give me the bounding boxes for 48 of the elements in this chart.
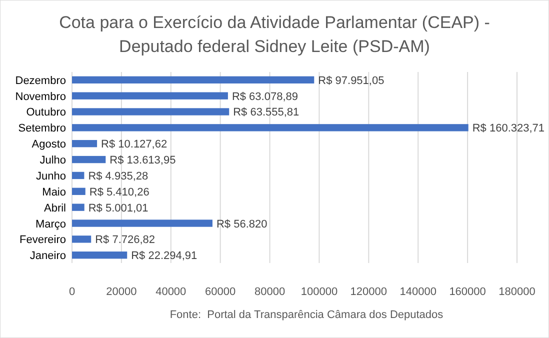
y-tick-label: Junho	[36, 170, 66, 182]
data-label: R$ 97.951,05	[318, 74, 384, 87]
x-tick-label: 140000	[400, 286, 436, 298]
y-tick-label: Setembro	[18, 122, 66, 135]
bar	[72, 124, 468, 132]
data-label: R$ 63.555,81	[233, 106, 300, 119]
bar	[72, 188, 86, 195]
y-tick-label: Outubro	[26, 106, 66, 119]
bar	[72, 108, 230, 116]
data-label: R$ 56.820	[216, 218, 268, 230]
bar	[72, 92, 228, 100]
bar	[72, 252, 128, 259]
data-label: R$ 63.078,89	[232, 90, 298, 103]
y-tick-label: Julho	[40, 154, 66, 167]
y-tick-label: Abril	[44, 202, 66, 214]
data-label: R$ 160.323,71	[472, 122, 545, 135]
x-tick-label: 180000	[498, 286, 536, 298]
source-note: Fonte: Portal da Transparência Câmara dos Deputados	[170, 309, 444, 321]
data-label: R$ 4.935,28	[88, 170, 148, 182]
y-tick-label: Março	[35, 218, 66, 230]
bar	[72, 236, 92, 243]
y-tick-label: Janeiro	[30, 250, 66, 262]
data-label: R$ 13.613,95	[110, 154, 176, 167]
x-tick-label: 40000	[156, 286, 186, 298]
bar	[72, 76, 314, 84]
chart-title: Cota para o Exercício da Atividade Parlamentar (CEAP) - Deputado federal Sidney Leite (PSD-AM)	[59, 13, 490, 56]
y-tick-label: Maio	[42, 186, 66, 198]
x-tick-label: 80000	[254, 286, 286, 298]
data-label: R$ 22.294,91	[131, 250, 198, 262]
bar	[72, 140, 98, 148]
x-tick-label: 120000	[350, 286, 388, 298]
data-label: R$ 7.726,82	[95, 234, 156, 246]
x-tick-label: 20000	[106, 286, 137, 298]
y-tick-label: Fevereiro	[20, 234, 66, 246]
bar	[72, 204, 84, 211]
x-tick-label: 160000	[449, 286, 486, 298]
bar	[72, 220, 212, 227]
y-tick-label: Dezembro	[15, 74, 66, 87]
y-tick-label: Novembro	[15, 90, 66, 103]
x-tick-label: 100000	[300, 286, 338, 298]
data-label: R$ 5.001,01	[88, 202, 148, 214]
bar	[72, 156, 106, 164]
data-label: R$ 10.127,62	[101, 138, 168, 151]
x-tick-label: 60000	[205, 286, 236, 298]
y-tick-label: Agosto	[32, 138, 66, 151]
data-label: R$ 5.410,26	[89, 186, 150, 198]
bar	[72, 172, 84, 180]
x-tick-label: 0	[68, 286, 76, 298]
